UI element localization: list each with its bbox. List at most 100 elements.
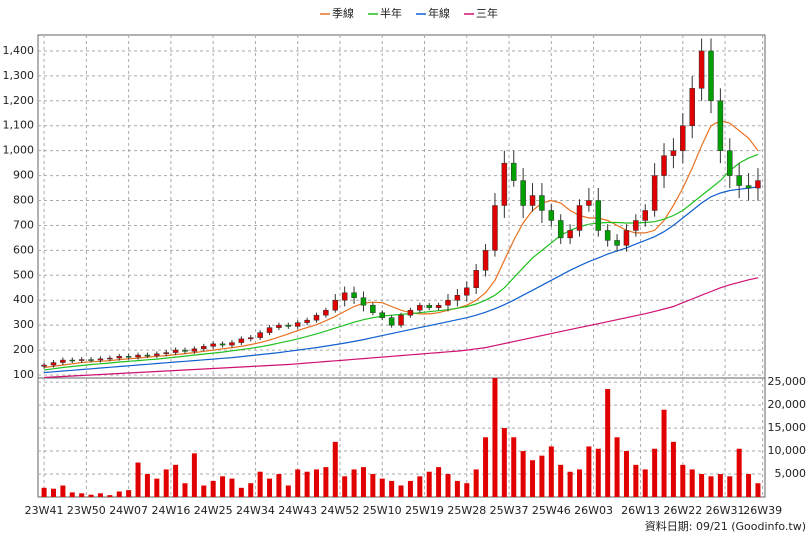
volume-bar — [595, 448, 601, 497]
volume-bar — [727, 476, 733, 497]
candle-body — [736, 175, 742, 186]
volume-bar — [633, 464, 639, 497]
volume-bar — [360, 467, 366, 497]
footnote: 資料日期: 09/21 (Goodinfo.tw) — [645, 519, 806, 533]
y-tick-label: 500 — [13, 268, 34, 281]
volume-bar — [708, 476, 714, 497]
y-tick-label: 400 — [13, 293, 34, 306]
volume-bar — [717, 474, 723, 497]
candle-body — [332, 299, 339, 311]
candle-body — [604, 230, 611, 241]
candle-body — [417, 304, 423, 311]
candle-body — [614, 240, 620, 246]
volume-bar — [41, 487, 47, 497]
x-tick-label: 25W37 — [490, 504, 529, 517]
x-tick-label: 26W22 — [663, 504, 702, 517]
volume-bar — [398, 485, 404, 497]
volume-bar — [210, 480, 216, 497]
volume-bar — [680, 464, 686, 497]
candle-body — [144, 354, 151, 357]
volume-bar — [407, 480, 413, 497]
x-tick-label: 24W16 — [151, 504, 190, 517]
volume-bar — [473, 469, 479, 497]
y-tick-label: 5,000 — [775, 467, 807, 480]
volume-bar — [670, 441, 676, 497]
volume-bar — [464, 483, 470, 497]
candle-body — [88, 359, 94, 361]
candle-body — [680, 125, 686, 151]
volume-bar — [135, 462, 141, 497]
volume-bar — [351, 469, 357, 497]
volume-bar — [530, 460, 536, 497]
candle-body — [323, 309, 329, 316]
volume-bar — [445, 474, 451, 497]
y-tick-label: 900 — [13, 169, 34, 182]
volume-bar — [623, 451, 629, 497]
candle-body — [182, 349, 188, 352]
candle-body — [154, 353, 160, 356]
candle-body — [717, 100, 724, 151]
candle-body — [370, 304, 376, 313]
candle-body — [698, 50, 705, 89]
volume-bar — [417, 476, 423, 497]
y-tick-label: 15,000 — [768, 421, 807, 434]
y-tick-label: 700 — [13, 218, 34, 231]
volume-bar — [126, 490, 132, 497]
volume-bar — [426, 471, 432, 497]
candle-body — [388, 317, 395, 326]
candle-body — [473, 270, 479, 289]
x-tick-label: 25W19 — [405, 504, 444, 517]
volume-bar — [173, 464, 179, 497]
volume-bar — [257, 471, 263, 497]
candle-body — [557, 220, 564, 239]
volume-bar — [116, 491, 122, 497]
candle-body — [670, 150, 677, 156]
volume-bar — [97, 493, 103, 497]
y-tick-label: 1,000 — [3, 144, 35, 157]
volume-bar — [483, 437, 489, 497]
candle-body — [351, 292, 357, 298]
y-tick-label: 10,000 — [768, 444, 807, 457]
volume-bar — [539, 455, 545, 497]
candle-body — [313, 314, 320, 321]
candle-body — [163, 352, 169, 355]
volume-bar — [107, 495, 113, 497]
candle-body — [642, 210, 648, 221]
y-tick-label: 1,400 — [3, 44, 35, 57]
x-tick-label: 24W25 — [194, 504, 233, 517]
volume-bar — [689, 469, 695, 497]
candle-body — [595, 200, 602, 231]
volume-bar — [50, 488, 56, 497]
candle-body — [60, 359, 66, 363]
candle-body — [238, 338, 245, 343]
x-tick-label: 24W34 — [236, 504, 275, 517]
candle-body — [464, 287, 470, 296]
candle-body — [539, 195, 545, 211]
volume-bar — [79, 493, 85, 497]
x-tick-label: 24W07 — [109, 504, 148, 517]
volume-bar — [238, 487, 244, 497]
y-tick-label: 1,100 — [3, 119, 35, 132]
volume-bar — [576, 469, 582, 497]
candle-body — [257, 332, 263, 338]
candle-body — [135, 354, 141, 358]
candle-body — [426, 304, 432, 308]
candle-body — [210, 343, 216, 347]
volume-bar — [736, 448, 742, 497]
candle-body — [107, 357, 113, 360]
candle-body — [379, 312, 385, 318]
candle-body — [266, 327, 273, 333]
candle-body — [445, 299, 451, 306]
volume-bar — [567, 471, 573, 497]
candle-body — [529, 195, 536, 206]
candle-body — [191, 348, 198, 352]
legend-label: 季線 — [332, 6, 354, 20]
candle-body — [97, 358, 104, 361]
volume-bar — [699, 474, 705, 497]
volume-bar — [285, 485, 291, 497]
y-tick-label: 1,300 — [3, 69, 35, 82]
candle-body — [172, 349, 179, 353]
volume-bar — [163, 469, 169, 497]
candle-body — [576, 205, 583, 231]
